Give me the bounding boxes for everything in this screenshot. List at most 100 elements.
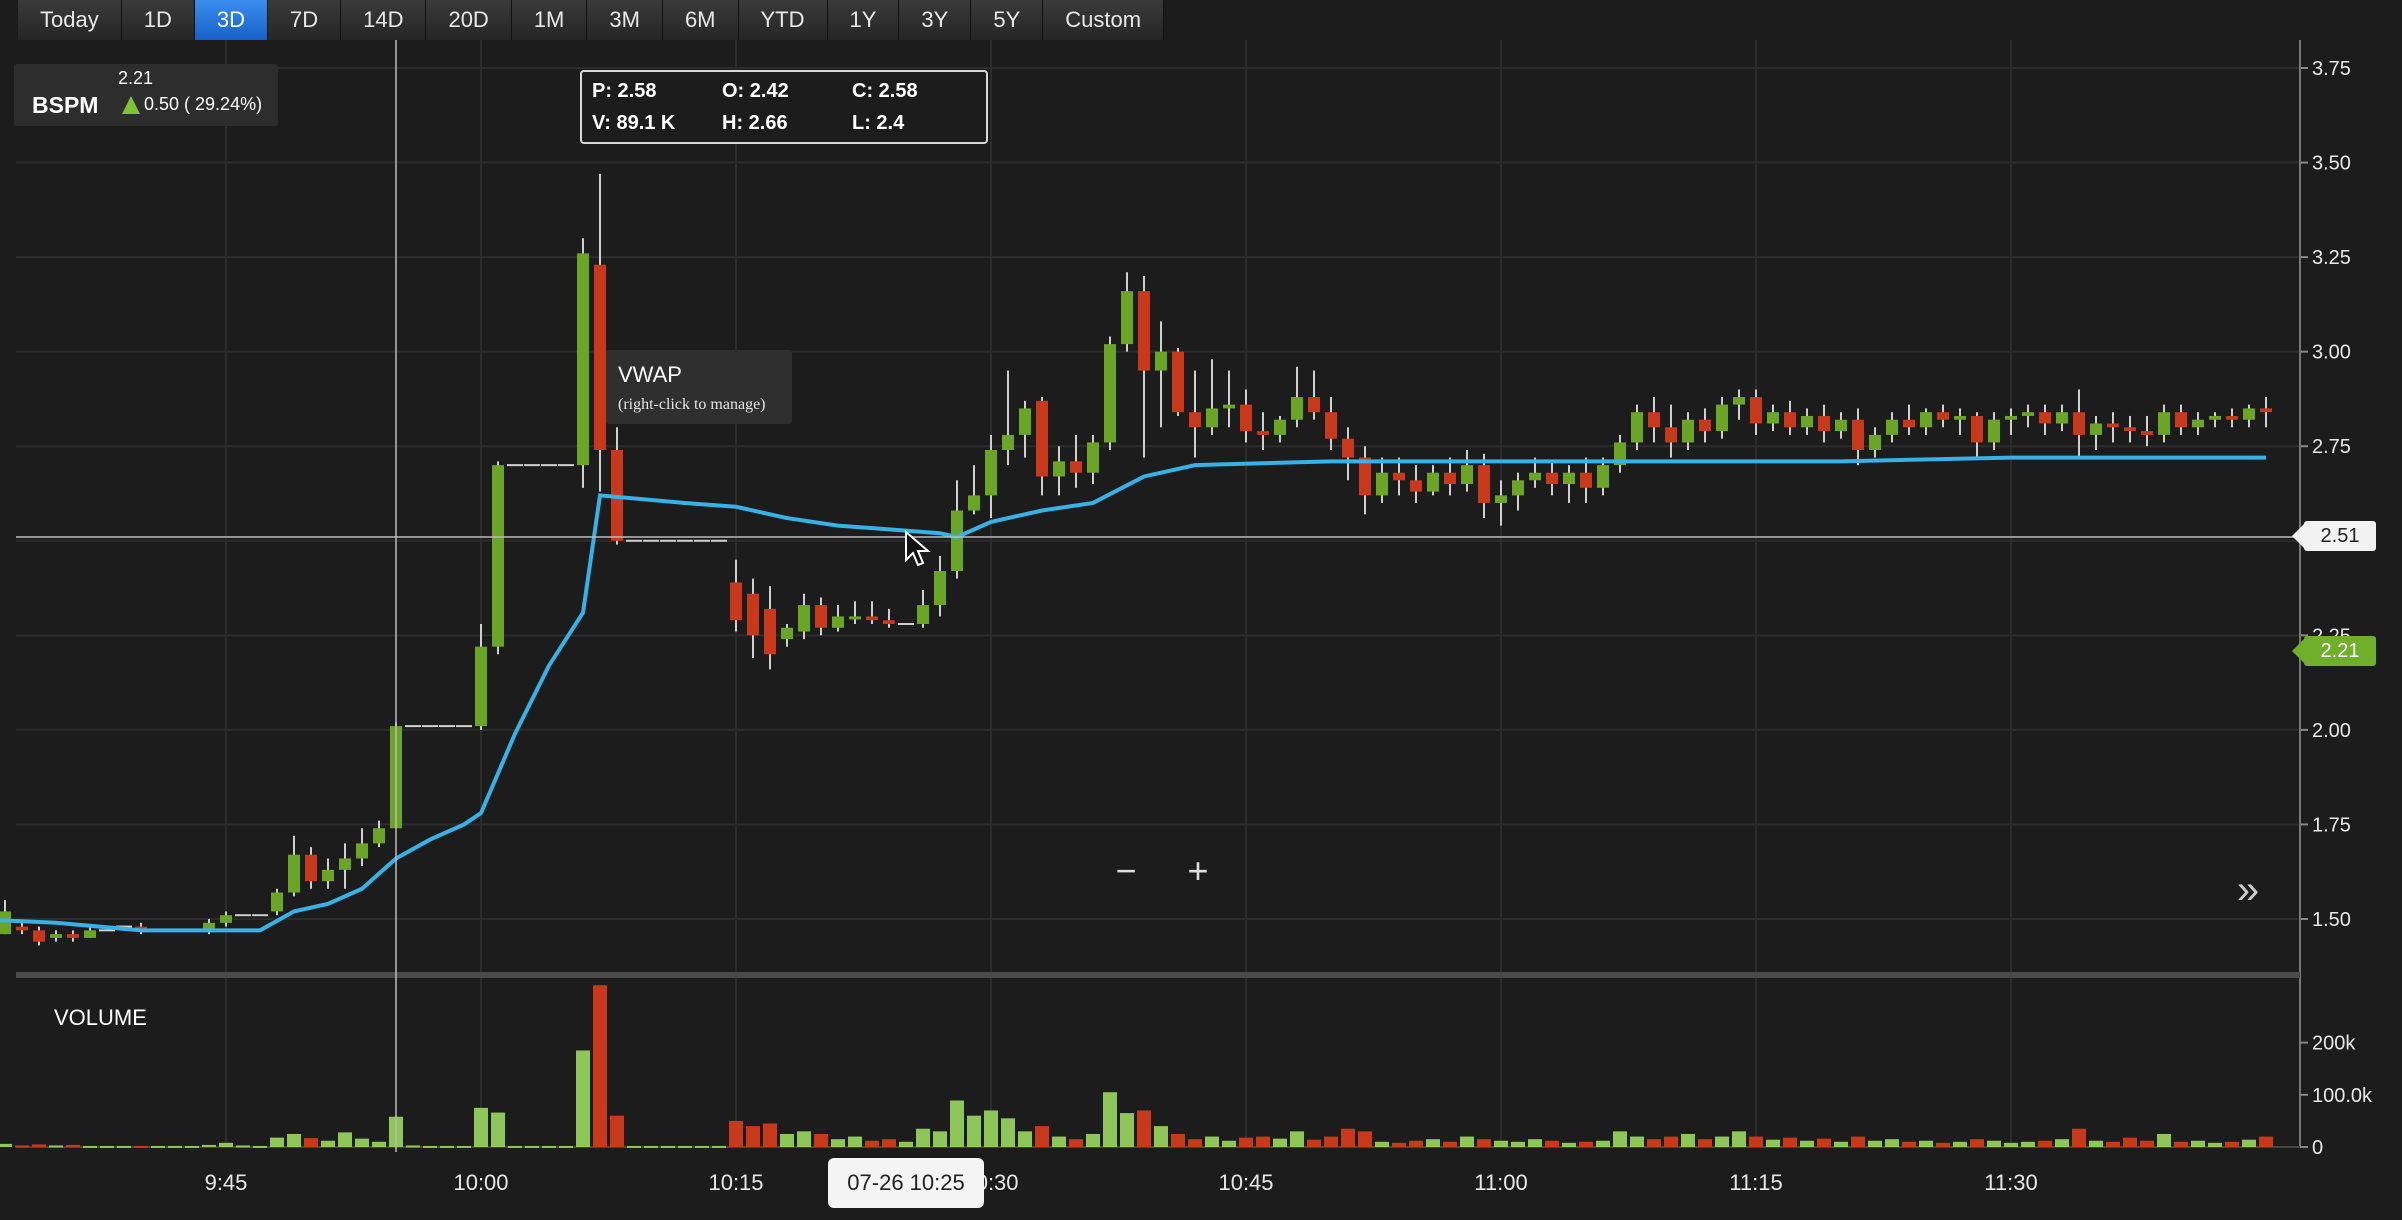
zoom-in-button[interactable]: + [1187, 850, 1209, 891]
time-tick-label: 10:00 [453, 1170, 508, 1195]
zoom-controls: − + [1106, 852, 1246, 892]
candle-body [1325, 412, 1337, 439]
ticker-summary: BSPM 2.21 0.50 ( 29.24%) [14, 64, 278, 126]
candle-body [747, 593, 759, 636]
candle-body [1461, 465, 1473, 485]
volume-bar [1715, 1136, 1729, 1147]
volume-bar [1426, 1139, 1440, 1147]
volume-bar [1035, 1126, 1049, 1147]
candle-body [1410, 480, 1422, 492]
range-button-14d[interactable]: 14D [341, 0, 427, 40]
range-button-6m[interactable]: 6M [662, 0, 739, 40]
volume-bar [1069, 1139, 1083, 1147]
candle-body [1019, 408, 1031, 435]
volume-bar [304, 1138, 318, 1147]
candle-body [84, 930, 96, 938]
volume-bar [1681, 1133, 1695, 1147]
volume-tick-label: 100.0k [2312, 1085, 2373, 1107]
volume-bar [882, 1139, 896, 1147]
volume-bar [1409, 1140, 1423, 1147]
candle-body [1257, 431, 1269, 435]
volume-bar [15, 1145, 29, 1148]
price-tick-label: 3.25 [2312, 247, 2351, 269]
volume-bar [2259, 1136, 2273, 1147]
candle-body [356, 843, 368, 859]
volume-bar [406, 1145, 420, 1148]
candle-body [0, 911, 11, 935]
volume-bar [2106, 1141, 2120, 1147]
range-button-3m[interactable]: 3M [587, 0, 663, 40]
time-tick-label: 10:15 [708, 1170, 763, 1195]
volume-bar [100, 1145, 114, 1148]
volume-bar [2038, 1140, 2052, 1147]
volume-bar [355, 1138, 369, 1147]
range-button-5y[interactable]: 5Y [971, 0, 1044, 40]
range-button-1y[interactable]: 1Y [827, 0, 900, 40]
candle-body [1648, 412, 1660, 428]
candle-body [1665, 427, 1677, 443]
candle-body [1002, 434, 1014, 451]
range-button-3d[interactable]: 3D [194, 0, 268, 40]
volume-bar [576, 1050, 590, 1147]
volume-bar [797, 1131, 811, 1147]
up-arrow-icon [122, 96, 140, 114]
volume-bar [1018, 1131, 1032, 1147]
volume-bar [593, 985, 607, 1147]
candle-body [1784, 412, 1796, 428]
range-button-1m[interactable]: 1M [511, 0, 588, 40]
candle-body [1393, 472, 1405, 481]
vwap-tooltip[interactable]: VWAP (right-click to manage) [606, 350, 792, 424]
vwap-layer [0, 455, 2266, 933]
candle-body [1053, 461, 1065, 477]
volume-bar [2225, 1141, 2239, 1147]
candle-body [883, 620, 895, 624]
volume-bar [1205, 1136, 1219, 1147]
volume-bar [2140, 1140, 2154, 1147]
volume-bar [1341, 1128, 1355, 1147]
range-button-1d[interactable]: 1D [121, 0, 195, 40]
time-tick-label: 11:00 [1474, 1170, 1527, 1195]
volume-bar [814, 1133, 828, 1147]
volume-bar [746, 1126, 760, 1147]
ticker-change: 0.50 ( 29.24%) [144, 94, 263, 114]
ohlc-low: L: 2.4 [852, 112, 905, 134]
candle-body [866, 616, 878, 621]
volume-bar [1375, 1141, 1389, 1147]
volume-bar [83, 1145, 97, 1148]
range-button-20d[interactable]: 20D [426, 0, 512, 40]
time-tick-label: 11:15 [1729, 1170, 1782, 1195]
price-tick-label: 1.50 [2312, 909, 2351, 931]
volume-label: VOLUME [54, 1005, 147, 1030]
price-tick-label: 2.75 [2312, 436, 2351, 458]
volume-bar [933, 1131, 947, 1147]
range-button-ytd[interactable]: YTD [738, 0, 828, 40]
volume-bar [491, 1112, 505, 1147]
zoom-out-button[interactable]: − [1115, 850, 1137, 891]
volume-bar [1579, 1141, 1593, 1147]
candle-body [1206, 408, 1218, 428]
range-button-custom[interactable]: Custom [1043, 0, 1165, 40]
volume-bar [984, 1110, 998, 1147]
candle-body [322, 869, 334, 882]
volume-bar [610, 1115, 624, 1147]
volume-bar [967, 1115, 981, 1147]
volume-bar [202, 1144, 216, 1147]
volume-bar [2191, 1140, 2205, 1147]
range-button-3y[interactable]: 3Y [899, 0, 972, 40]
candle-body [1172, 351, 1184, 413]
volume-bar [1766, 1139, 1780, 1147]
volume-bar [117, 1145, 131, 1148]
volume-bar [1953, 1141, 1967, 1147]
candle-body [1682, 419, 1694, 443]
candle-body [1546, 472, 1558, 485]
candle-body [1597, 465, 1609, 488]
volume-bar [1902, 1141, 1916, 1147]
candle-body [50, 934, 62, 938]
axis-layer: 1.501.752.002.252.502.753.003.253.503.75… [16, 40, 2373, 1195]
volume-tick-label: 200k [2312, 1033, 2356, 1055]
range-button-7d[interactable]: 7D [267, 0, 342, 40]
scroll-forward-icon[interactable]: » [2236, 868, 2260, 912]
range-button-today[interactable]: Today [18, 0, 122, 40]
candle-body [2056, 412, 2068, 424]
